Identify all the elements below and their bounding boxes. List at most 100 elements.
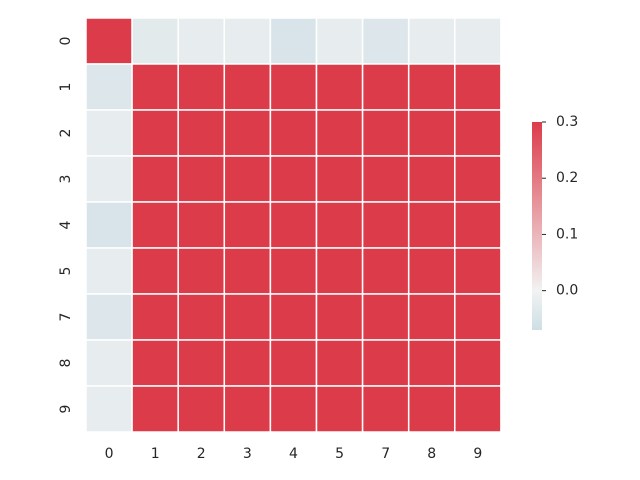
y-tick-label: 4 xyxy=(58,220,74,229)
heatmap-cell-9-9 xyxy=(454,385,502,433)
colorbar-gradient xyxy=(532,122,542,330)
heatmap-cell-7-8 xyxy=(407,293,456,341)
heatmap-cell-1-3 xyxy=(223,63,272,111)
heatmap-cell-1-0 xyxy=(85,63,133,111)
heatmap-cell-5-8 xyxy=(407,247,456,295)
heatmap-cell-3-8 xyxy=(407,155,456,203)
heatmap-cell-8-9 xyxy=(454,339,502,387)
heatmap-cell-9-2 xyxy=(177,385,226,433)
heatmap-cell-8-5 xyxy=(315,339,364,387)
heatmap-cell-0-9 xyxy=(454,17,502,65)
y-tick-label: 7 xyxy=(58,313,74,322)
heatmap-cell-4-0 xyxy=(85,201,133,249)
heatmap-cell-3-4 xyxy=(269,155,318,203)
heatmap-cell-5-5 xyxy=(315,247,364,295)
heatmap-cell-1-1 xyxy=(131,63,179,111)
heatmap-cell-3-3 xyxy=(223,155,272,203)
heatmap-cell-4-3 xyxy=(223,201,272,249)
heatmap-cell-1-8 xyxy=(407,63,456,111)
heatmap-cell-8-3 xyxy=(223,339,272,387)
heatmap-cell-0-2 xyxy=(177,17,226,65)
colorbar: 0.0 0.1 0.2 0.3 xyxy=(532,114,578,330)
heatmap-cell-2-2 xyxy=(177,109,226,157)
heatmap-cell-8-0 xyxy=(85,339,133,387)
x-tick-label: 5 xyxy=(335,446,344,462)
heatmap-cell-4-2 xyxy=(177,201,226,249)
heatmap-cell-0-3 xyxy=(223,17,272,65)
heatmap-cell-3-0 xyxy=(85,155,133,203)
heatmap-cell-8-4 xyxy=(269,339,318,387)
colorbar-tick-label: 0.0 xyxy=(556,283,578,299)
heatmap-cell-1-4 xyxy=(269,63,318,111)
heatmap-cell-2-9 xyxy=(454,109,502,157)
heatmap-cell-5-4 xyxy=(269,247,318,295)
heatmap-cell-8-7 xyxy=(361,339,410,387)
heatmap-cell-9-1 xyxy=(131,385,179,433)
heatmap-cell-9-7 xyxy=(361,385,410,433)
x-tick-label: 1 xyxy=(151,446,160,462)
heatmap-cell-0-1 xyxy=(131,17,179,65)
heatmap-cell-4-8 xyxy=(407,201,456,249)
heatmap-cell-0-5 xyxy=(315,17,364,65)
heatmap-cell-7-9 xyxy=(454,293,502,341)
heatmap-cell-2-7 xyxy=(361,109,410,157)
heatmap-cell-5-2 xyxy=(177,247,226,295)
heatmap-cell-8-2 xyxy=(177,339,226,387)
x-tick-label: 0 xyxy=(105,446,114,462)
heatmap-cell-2-0 xyxy=(85,109,133,157)
heatmap-cell-0-4 xyxy=(269,17,318,65)
colorbar-tick-label: 0.1 xyxy=(556,226,578,242)
colorbar-ticks: 0.0 0.1 0.2 0.3 xyxy=(542,114,578,299)
colorbar-tick-label: 0.2 xyxy=(556,170,578,186)
heatmap-cell-2-3 xyxy=(223,109,272,157)
heatmap-cell-5-9 xyxy=(454,247,502,295)
heatmap-cell-4-9 xyxy=(454,201,502,249)
heatmap-cell-8-1 xyxy=(131,339,179,387)
heatmap-cell-1-9 xyxy=(454,63,502,111)
y-tick-label: 2 xyxy=(58,129,74,138)
heatmap-cell-1-7 xyxy=(361,63,410,111)
heatmap-cell-7-2 xyxy=(177,293,226,341)
heatmap-cell-5-3 xyxy=(223,247,272,295)
x-tick-label: 9 xyxy=(473,446,482,462)
heatmap-cell-0-0 xyxy=(85,17,133,65)
y-tick-label: 0 xyxy=(58,37,74,46)
heatmap-cell-9-0 xyxy=(85,385,133,433)
heatmap-cell-5-0 xyxy=(85,247,133,295)
heatmap-cell-3-7 xyxy=(361,155,410,203)
heatmap-cell-0-8 xyxy=(407,17,456,65)
heatmap-cell-3-2 xyxy=(177,155,226,203)
heatmap-cell-2-8 xyxy=(407,109,456,157)
heatmap-cell-9-5 xyxy=(315,385,364,433)
y-tick-label: 9 xyxy=(58,405,74,414)
heatmap-cell-7-5 xyxy=(315,293,364,341)
heatmap-cell-9-4 xyxy=(269,385,318,433)
heatmap-cell-2-4 xyxy=(269,109,318,157)
heatmap-cell-3-1 xyxy=(131,155,179,203)
heatmap-cell-4-4 xyxy=(269,201,318,249)
x-tick-label: 3 xyxy=(243,446,252,462)
heatmap-cell-9-3 xyxy=(223,385,272,433)
heatmap-cell-5-7 xyxy=(361,247,410,295)
heatmap-cell-7-1 xyxy=(131,293,179,341)
x-tick-label: 2 xyxy=(197,446,206,462)
heatmap-cell-1-5 xyxy=(315,63,364,111)
x-tick-label: 8 xyxy=(427,446,436,462)
heatmap-cell-5-1 xyxy=(131,247,179,295)
heatmap-cell-3-5 xyxy=(315,155,364,203)
x-tick-label: 4 xyxy=(289,446,298,462)
heatmap-cell-7-0 xyxy=(85,293,133,341)
heatmap-cell-7-3 xyxy=(223,293,272,341)
heatmap-cell-0-7 xyxy=(361,17,410,65)
y-tick-label: 3 xyxy=(58,175,74,184)
heatmap-cell-1-2 xyxy=(177,63,226,111)
y-tick-label: 1 xyxy=(58,83,74,92)
heatmap-cell-7-4 xyxy=(269,293,318,341)
heatmap-cell-3-9 xyxy=(454,155,502,203)
heatmap-cell-7-7 xyxy=(361,293,410,341)
heatmap-cell-2-1 xyxy=(131,109,179,157)
heatmap-cells xyxy=(85,17,502,433)
heatmap-cell-9-8 xyxy=(407,385,456,433)
y-tick-label: 5 xyxy=(58,267,74,276)
